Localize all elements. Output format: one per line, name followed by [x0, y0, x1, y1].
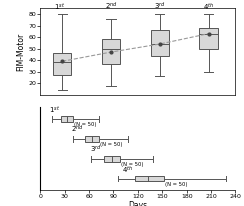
- PathPatch shape: [53, 53, 71, 75]
- Text: 4$^{th}$: 4$^{th}$: [122, 164, 133, 175]
- PathPatch shape: [151, 30, 169, 56]
- Bar: [61, 116, 73, 122]
- Text: 1$^{st}$: 1$^{st}$: [49, 104, 60, 115]
- Text: (N = 50): (N = 50): [100, 142, 122, 147]
- X-axis label: Days: Days: [128, 201, 147, 206]
- Text: 4$^{th}$: 4$^{th}$: [203, 1, 214, 12]
- Text: 3$^{rd}$: 3$^{rd}$: [91, 144, 102, 155]
- Text: 3$^{rd}$: 3$^{rd}$: [154, 0, 166, 12]
- Bar: [135, 176, 164, 181]
- Bar: [85, 136, 99, 142]
- PathPatch shape: [199, 28, 218, 49]
- Text: (N = 50): (N = 50): [121, 162, 143, 167]
- Text: (N = 50): (N = 50): [165, 181, 187, 187]
- Bar: [104, 156, 120, 162]
- Text: 1$^{st}$: 1$^{st}$: [54, 1, 65, 12]
- Text: 2$^{nd}$: 2$^{nd}$: [105, 0, 117, 12]
- Text: 2$^{nd}$: 2$^{nd}$: [71, 124, 83, 135]
- PathPatch shape: [102, 39, 120, 64]
- Text: (N = 50): (N = 50): [74, 122, 96, 127]
- Y-axis label: FIM-Motor: FIM-Motor: [16, 32, 25, 71]
